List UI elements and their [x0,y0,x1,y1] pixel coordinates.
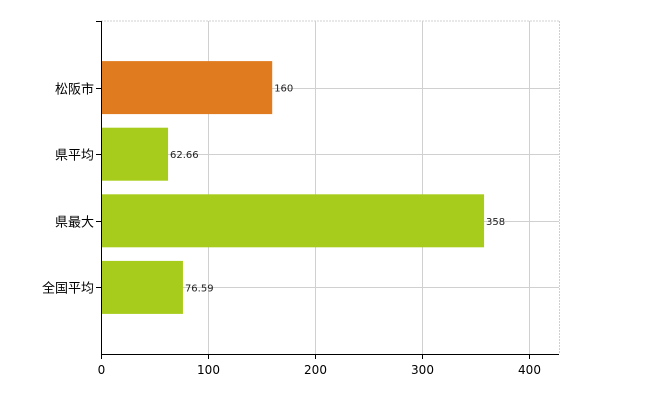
bar-value-label-2: 358 [486,217,505,228]
bar-3 [102,260,183,314]
x-tick-label-4: 400 [518,363,541,377]
x-tick-label-1: 100 [197,363,220,377]
bar-1 [102,127,169,181]
bar-value-label-3: 76.59 [185,283,214,294]
category-label-3: 全国平均 [42,281,94,297]
bar-value-label-0: 160 [274,84,293,95]
category-label-1: 県平均 [55,149,94,164]
bar-0 [102,61,273,115]
x-tick-label-0: 0 [98,363,106,377]
bar-2 [102,194,485,248]
category-label-0: 松阪市 [55,82,94,98]
x-tick-label-3: 300 [411,363,434,377]
category-label-2: 県最大 [55,216,94,231]
bar-value-label-1: 62.66 [170,150,199,161]
x-tick-label-2: 200 [304,363,327,377]
